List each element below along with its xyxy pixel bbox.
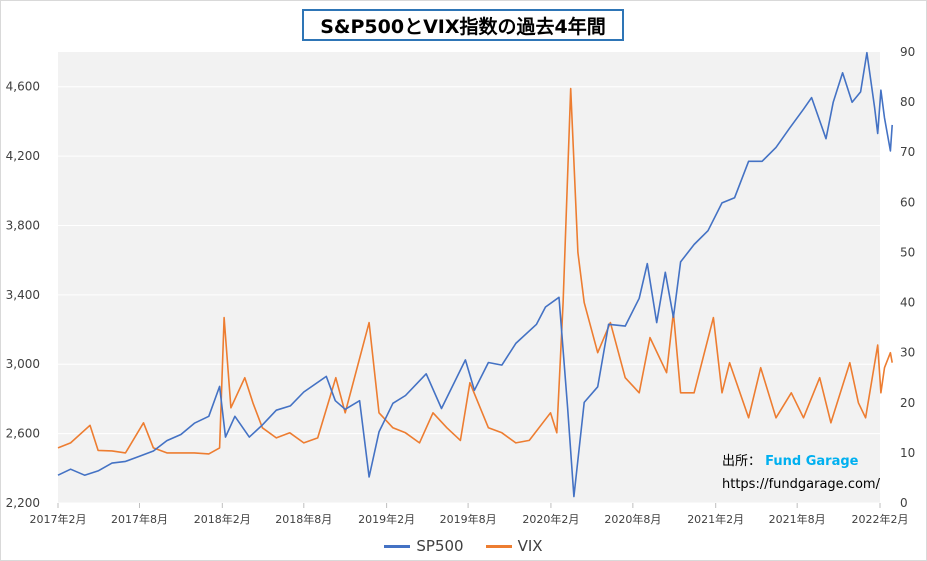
right-tick-label: 40 — [900, 296, 915, 310]
source-brand: Fund Garage — [765, 454, 859, 469]
right-tick-label: 80 — [900, 95, 915, 109]
x-tick-label: 2021年8月 — [769, 512, 826, 526]
chart-title: S&P500とVIX指数の過去4年間 — [302, 9, 624, 41]
x-tick-label: 2017年8月 — [111, 512, 168, 526]
legend: SP500 VIX — [0, 535, 927, 557]
legend-item-vix: VIX — [485, 537, 543, 555]
right-tick-label: 90 — [900, 45, 915, 59]
right-tick-label: 30 — [900, 346, 915, 360]
legend-swatch-vix — [485, 544, 512, 548]
right-tick-label: 20 — [900, 396, 915, 410]
right-axis-ticks: 0 10 20 30 40 50 60 70 80 90 — [900, 45, 915, 510]
right-tick-label: 50 — [900, 245, 915, 259]
x-tick-label: 2021年2月 — [687, 512, 744, 526]
legend-label-sp500: SP500 — [416, 537, 464, 555]
right-tick-label: 10 — [900, 446, 915, 460]
x-tick-label: 2020年8月 — [604, 512, 661, 526]
x-tick-label: 2018年8月 — [275, 512, 332, 526]
legend-item-sp500: SP500 — [384, 537, 464, 555]
right-tick-label: 60 — [900, 195, 915, 209]
left-tick-label: 4,600 — [6, 80, 40, 94]
left-tick-label: 2,200 — [6, 496, 40, 510]
x-tick-label: 2019年8月 — [440, 512, 497, 526]
x-tick-label: 2019年2月 — [358, 512, 415, 526]
plot-area — [58, 52, 880, 503]
source-label: 出所： — [722, 454, 762, 469]
left-tick-label: 4,200 — [6, 149, 40, 163]
legend-label-vix: VIX — [517, 537, 543, 555]
source-note: 出所： Fund Garage https://fundgarage.com/ — [722, 450, 880, 496]
left-tick-label: 2,600 — [6, 427, 40, 441]
series-line-vix — [57, 87, 893, 455]
gridlines — [58, 86, 880, 504]
x-tick-label: 2022年2月 — [852, 512, 909, 526]
series-layer — [57, 51, 893, 498]
source-url: https://fundgarage.com/ — [722, 477, 880, 492]
right-tick-label: 70 — [900, 145, 915, 159]
left-tick-label: 3,400 — [6, 288, 40, 302]
x-tick-label: 2017年2月 — [30, 512, 87, 526]
x-axis-ticks: 2017年2月 2017年8月 2018年2月 2018年8月 2019年2月 2019年… — [30, 503, 909, 526]
x-tick-label: 2018年2月 — [194, 512, 251, 526]
legend-swatch-sp500 — [384, 544, 411, 548]
left-tick-label: 3,000 — [6, 357, 40, 371]
left-tick-label: 3,800 — [6, 218, 40, 232]
series-line-sp500 — [57, 51, 893, 498]
x-tick-label: 2020年2月 — [522, 512, 579, 526]
right-tick-label: 0 — [900, 496, 908, 510]
left-axis-ticks: 2,200 2,600 3,000 3,400 3,800 4,200 4,600 — [6, 80, 40, 510]
source-line: 出所： Fund Garage — [722, 450, 880, 473]
